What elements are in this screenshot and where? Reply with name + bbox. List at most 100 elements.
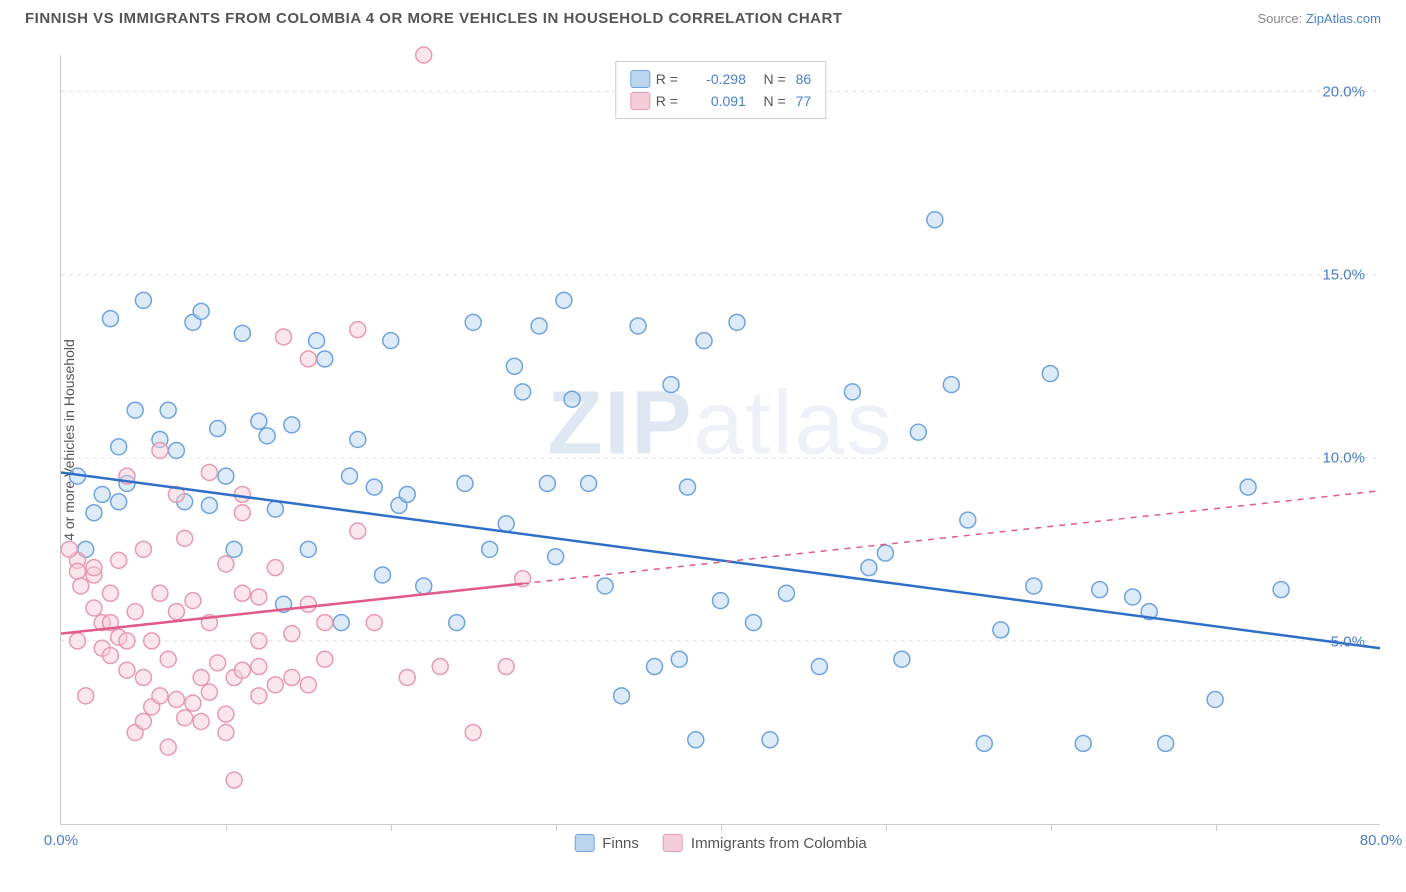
scatter-point [259, 428, 275, 444]
scatter-point [457, 475, 473, 491]
scatter-point [69, 633, 85, 649]
scatter-point [284, 417, 300, 433]
scatter-point [399, 486, 415, 502]
scatter-point [531, 318, 547, 334]
scatter-point [119, 633, 135, 649]
scatter-point [135, 541, 151, 557]
trend-line-dashed [523, 491, 1380, 584]
scatter-point [861, 560, 877, 576]
chart-header: FINNISH VS IMMIGRANTS FROM COLOMBIA 4 OR… [0, 0, 1406, 37]
scatter-point [210, 421, 226, 437]
scatter-point [1273, 582, 1289, 598]
scatter-point [416, 578, 432, 594]
scatter-point [111, 494, 127, 510]
scatter-point [647, 659, 663, 675]
legend-row: R = -0.298 N = 86 [630, 68, 811, 90]
scatter-point [201, 684, 217, 700]
scatter-point [1026, 578, 1042, 594]
correlation-legend: R = -0.298 N = 86R = 0.091 N = 77 [615, 61, 826, 119]
scatter-point [680, 479, 696, 495]
legend-bottom-item: Finns [574, 834, 639, 852]
scatter-point [399, 670, 415, 686]
x-tick-mark [1051, 824, 1052, 831]
scatter-point [160, 739, 176, 755]
scatter-point [251, 659, 267, 675]
scatter-point [111, 552, 127, 568]
legend-n-value: 77 [796, 90, 812, 112]
scatter-point [193, 303, 209, 319]
scatter-point [168, 692, 184, 708]
scatter-point [300, 351, 316, 367]
scatter-point [267, 677, 283, 693]
scatter-point [383, 333, 399, 349]
scatter-point [234, 486, 250, 502]
scatter-point [86, 505, 102, 521]
scatter-point [762, 732, 778, 748]
scatter-point [671, 651, 687, 667]
legend-r-label: R = [656, 68, 682, 90]
scatter-point [86, 560, 102, 576]
scatter-point [251, 688, 267, 704]
scatter-point [581, 475, 597, 491]
scatter-point [284, 626, 300, 642]
legend-bottom-item: Immigrants from Colombia [663, 834, 867, 852]
scatter-point [168, 442, 184, 458]
scatter-point [226, 772, 242, 788]
scatter-point [350, 432, 366, 448]
scatter-point [234, 585, 250, 601]
scatter-point [745, 615, 761, 631]
scatter-point [127, 604, 143, 620]
legend-swatch [574, 834, 594, 852]
x-tick-mark [721, 824, 722, 831]
scatter-point [119, 662, 135, 678]
legend-swatch [630, 92, 650, 110]
scatter-point [300, 596, 316, 612]
legend-r-value: 0.091 [688, 90, 746, 112]
x-edge-label-right: 80.0% [1360, 832, 1403, 849]
scatter-point [300, 541, 316, 557]
legend-r-value: -0.298 [688, 68, 746, 90]
scatter-point [729, 314, 745, 330]
scatter-point [350, 523, 366, 539]
scatter-point [416, 47, 432, 63]
scatter-point [993, 622, 1009, 638]
scatter-point [778, 585, 794, 601]
scatter-point [267, 560, 283, 576]
scatter-point [193, 670, 209, 686]
legend-n-label: N = [752, 68, 790, 90]
y-tick-label: 20.0% [1322, 83, 1365, 100]
x-tick-mark [556, 824, 557, 831]
scatter-point [251, 589, 267, 605]
scatter-point [976, 735, 992, 751]
scatter-point [333, 615, 349, 631]
scatter-point [366, 615, 382, 631]
scatter-point [498, 516, 514, 532]
scatter-point [135, 292, 151, 308]
scatter-point [713, 593, 729, 609]
scatter-point [86, 600, 102, 616]
legend-swatch [663, 834, 683, 852]
y-tick-label: 10.0% [1322, 450, 1365, 467]
scatter-point [597, 578, 613, 594]
scatter-point [1092, 582, 1108, 598]
scatter-point [342, 468, 358, 484]
source-attribution: Source: ZipAtlas.com [1257, 11, 1381, 26]
scatter-point [350, 322, 366, 338]
source-link[interactable]: ZipAtlas.com [1306, 11, 1381, 26]
scatter-point [284, 670, 300, 686]
scatter-point [160, 402, 176, 418]
scatter-svg [61, 55, 1380, 824]
scatter-point [465, 724, 481, 740]
legend-r-label: R = [656, 90, 682, 112]
scatter-point [300, 677, 316, 693]
x-tick-mark [226, 824, 227, 831]
scatter-point [844, 384, 860, 400]
scatter-point [317, 615, 333, 631]
scatter-point [663, 377, 679, 393]
legend-n-value: 86 [796, 68, 812, 90]
x-tick-mark [886, 824, 887, 831]
scatter-point [111, 439, 127, 455]
scatter-point [877, 545, 893, 561]
scatter-point [317, 651, 333, 667]
scatter-point [309, 333, 325, 349]
